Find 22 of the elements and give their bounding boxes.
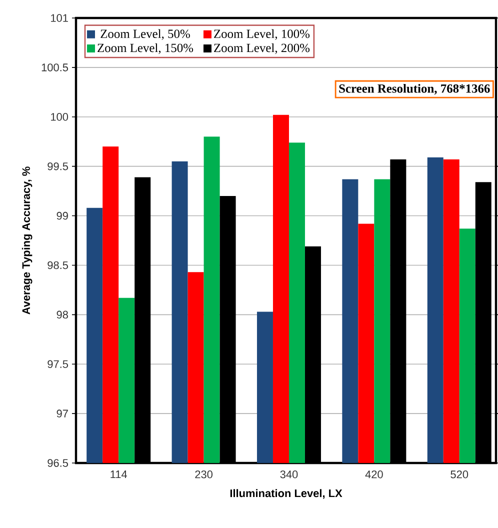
legend-label: Zoom Level, 150% [98, 43, 194, 54]
y-tick-label: 97.5 [48, 360, 68, 368]
x-tick-label: 420 [365, 470, 383, 478]
y-tick-label: 100.5 [42, 64, 68, 72]
x-axis-title: Illumination Level, LX [230, 489, 342, 499]
legend-label: Zoom Level, 50% [100, 29, 190, 40]
y-tick-label: 101 [51, 14, 68, 22]
x-tick-label: 520 [450, 470, 468, 478]
y-tick-label: 97 [56, 410, 68, 418]
legend-label: Zoom Level, 200% [214, 43, 310, 54]
y-tick-label: 100 [51, 113, 68, 121]
y-tick-label: 98.5 [48, 261, 68, 270]
y-tick-label: 99.5 [48, 162, 68, 170]
x-tick-label: 340 [280, 470, 298, 478]
y-tick-label: 96.5 [48, 459, 68, 467]
legend-label: Zoom Level, 100% [214, 29, 310, 40]
y-tick-label: 98 [56, 310, 68, 319]
x-tick-label: 114 [110, 470, 127, 478]
y-axis-title: Average Typing Accuracy, % [22, 166, 32, 314]
annotation: Screen Resolution, 768*1366 [339, 84, 490, 95]
x-tick-label: 230 [195, 470, 212, 478]
y-tick-label: 99 [56, 212, 68, 220]
